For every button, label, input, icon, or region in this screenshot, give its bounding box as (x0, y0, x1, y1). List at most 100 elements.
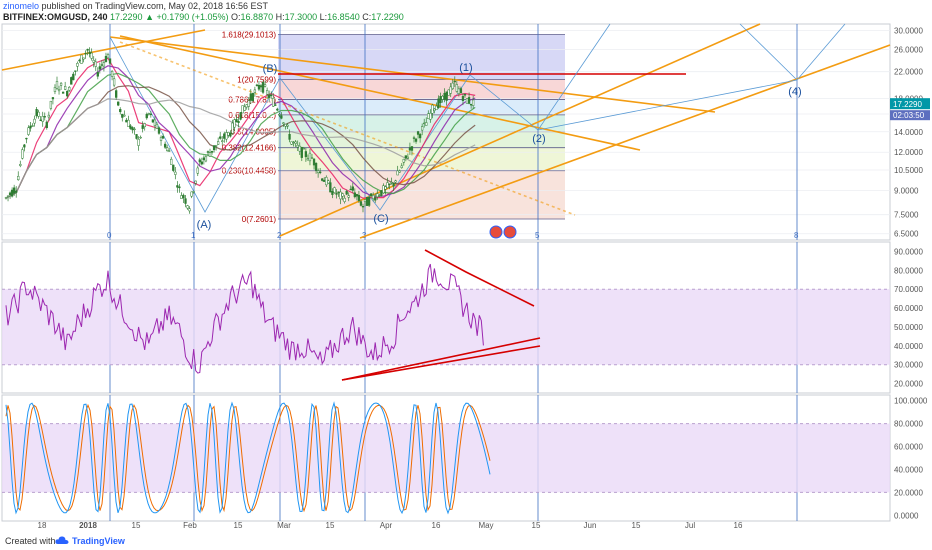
candle-body (196, 167, 199, 174)
candle-body (469, 103, 473, 106)
candle-body (41, 116, 44, 122)
candle-body (261, 82, 265, 93)
tradingview-brand[interactable]: TradingView (72, 536, 125, 546)
candle-body (141, 125, 144, 129)
orange-trendline (359, 44, 891, 239)
candle-body (335, 193, 338, 195)
tradingview-cloud-icon (55, 536, 69, 544)
candle-body (80, 54, 83, 64)
candle-body (168, 150, 171, 152)
candle-body (49, 100, 53, 109)
candle-body (102, 62, 106, 67)
candle-body (170, 158, 173, 165)
candle-body (386, 182, 389, 189)
candle-body (106, 54, 110, 59)
candle-body (302, 148, 305, 150)
candle-body (412, 137, 416, 139)
candle-body (265, 90, 269, 95)
candle-body (192, 191, 195, 193)
candle-body (10, 189, 14, 197)
price-axis-label: 14.0000 (894, 128, 923, 137)
candle-body (278, 114, 281, 116)
candle-body (421, 126, 424, 131)
candle-body (308, 152, 312, 162)
candle-body (325, 177, 328, 186)
candle-body (96, 72, 99, 77)
chart-canvas[interactable]: 1.618(29.1013)1(20.7599)0.786(17.8...)0.… (0, 22, 932, 532)
candle-body (245, 104, 248, 108)
stoch-axis-label: 100.0000 (894, 397, 928, 406)
candle-body (188, 208, 191, 212)
rsi-red-trendline (341, 337, 541, 381)
candle-body (292, 141, 295, 144)
candle-body (327, 180, 330, 184)
stoch-axis-label: 80.0000 (894, 420, 923, 429)
candle-body (270, 94, 273, 97)
candle-body (249, 93, 252, 101)
candle-body (135, 134, 138, 139)
candle-body (400, 165, 403, 168)
candle-body (394, 180, 397, 183)
candle-body (300, 146, 303, 158)
time-axis-label: Mar (277, 521, 291, 530)
rsi-axis-label: 20.0000 (894, 380, 923, 389)
candle-body (367, 196, 371, 206)
candle-body (66, 90, 69, 97)
candle-body (380, 190, 383, 196)
candle-body (453, 80, 456, 83)
candle-body (137, 139, 140, 146)
candle-body (72, 73, 75, 81)
wave-label: (A) (197, 219, 212, 231)
candle-body (208, 152, 212, 157)
candle-body (174, 171, 177, 175)
candle-body (425, 122, 428, 126)
time-axis-label: 16 (734, 521, 743, 530)
candle-body (202, 157, 206, 161)
candle-body (263, 84, 267, 87)
candle-body (416, 131, 420, 135)
candle-body (459, 88, 463, 94)
candle-body (323, 179, 326, 182)
candle-body (365, 196, 369, 206)
candle-body (435, 105, 438, 110)
candle-body (239, 112, 242, 120)
rsi-axis-label: 60.0000 (894, 304, 923, 313)
time-axis-label: 2018 (79, 521, 97, 530)
close-value: 17.2290 (371, 12, 404, 22)
low-label: L: (317, 12, 328, 22)
stoch-axis-label: 60.0000 (894, 443, 923, 452)
time-axis-label: 15 (132, 521, 141, 530)
candle-body (229, 132, 232, 137)
wave-label: (1) (459, 62, 472, 74)
candle-body (74, 70, 77, 72)
candle-body (414, 138, 418, 142)
candle-body (345, 190, 348, 195)
candle-body (235, 119, 238, 123)
candle-body (427, 113, 430, 119)
stoch-axis-label: 0.0000 (894, 511, 919, 520)
countdown-tag (890, 110, 930, 121)
candle-body (198, 159, 201, 163)
candle-body (210, 150, 214, 153)
candle-body (200, 161, 203, 165)
price-change: 17.2290 ▲ +0.1790 (+1.05%) (110, 12, 229, 22)
candle-body (253, 89, 257, 93)
candle-body (39, 119, 42, 121)
candle-body (145, 114, 148, 119)
symbol-label[interactable]: BITFINEX:OMGUSD, 240 (3, 12, 108, 22)
candle-body (310, 157, 314, 159)
candle-body (131, 127, 134, 131)
low-value: 16.8540 (327, 12, 360, 22)
candle-body (21, 149, 24, 159)
fib-zone (278, 147, 565, 171)
candle-body (355, 194, 359, 197)
time-axis-label: 15 (234, 521, 243, 530)
author-link[interactable]: zinomelo (3, 1, 40, 11)
stoch-band (2, 423, 890, 493)
candle-body (243, 106, 246, 111)
wave-projection (796, 23, 846, 81)
wave-label: (B) (263, 63, 278, 75)
moving-average-line (5, 57, 476, 199)
candle-body (463, 93, 467, 96)
candle-body (108, 58, 112, 64)
